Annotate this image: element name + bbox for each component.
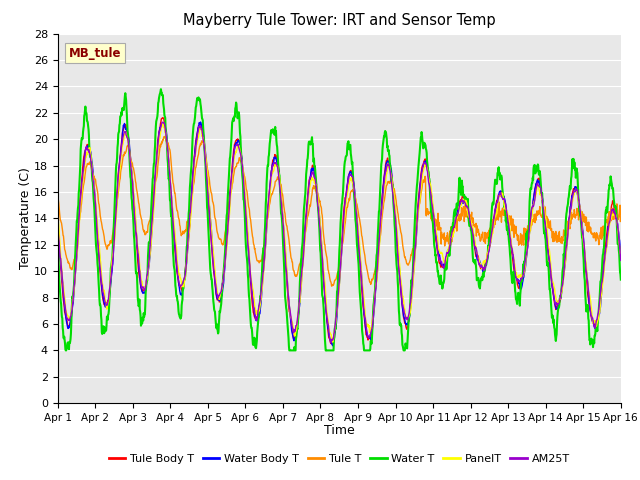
PanelT (166, 168, 173, 174)
Tule Body T (551, 301, 559, 307)
PanelT (179, 282, 187, 288)
Tule T (328, 283, 335, 289)
X-axis label: Time: Time (324, 424, 355, 437)
Tule Body T (428, 193, 435, 199)
Tule T (243, 187, 250, 192)
Tule Body T (501, 202, 509, 208)
Water T (501, 203, 509, 208)
AM25T (428, 197, 435, 203)
Water T (428, 209, 435, 215)
PanelT (501, 206, 509, 212)
Water T (157, 86, 164, 92)
Tule T (54, 193, 61, 199)
Water Body T (329, 343, 337, 348)
PanelT (243, 205, 250, 211)
Title: Mayberry Tule Tower: IRT and Sensor Temp: Mayberry Tule Tower: IRT and Sensor Temp (183, 13, 495, 28)
Line: Tule Body T: Tule Body T (58, 118, 621, 344)
Water Body T (243, 213, 250, 219)
Line: Water T: Water T (58, 89, 621, 350)
Water Body T (165, 165, 173, 170)
Tule Body T (243, 216, 250, 222)
PanelT (329, 339, 337, 345)
Tule Body T (159, 115, 167, 120)
Line: Tule T: Tule T (58, 136, 621, 286)
Legend: Tule Body T, Water Body T, Tule T, Water T, PanelT, AM25T: Tule Body T, Water Body T, Tule T, Water… (104, 449, 574, 468)
Water Body T (617, 251, 625, 257)
Tule Body T (179, 287, 187, 292)
AM25T (501, 199, 509, 205)
Water Body T (179, 286, 187, 292)
Water Body T (551, 298, 559, 304)
Water T (243, 253, 250, 259)
Tule Body T (328, 341, 335, 347)
Tule T (179, 230, 187, 236)
Water Body T (54, 219, 61, 225)
Line: PanelT: PanelT (58, 123, 621, 342)
AM25T (179, 278, 187, 284)
Water T (54, 239, 61, 244)
Water T (551, 326, 559, 332)
AM25T (158, 120, 166, 125)
Tule T (166, 146, 173, 152)
Water T (180, 280, 188, 286)
Tule T (428, 209, 435, 215)
Tule T (551, 238, 559, 244)
Water T (62, 348, 70, 353)
Tule Body T (54, 219, 61, 225)
AM25T (166, 169, 173, 175)
Water Body T (501, 197, 509, 203)
Water Body T (428, 192, 435, 197)
AM25T (243, 216, 250, 222)
PanelT (551, 287, 559, 292)
Tule Body T (166, 171, 173, 177)
Tule T (501, 210, 509, 216)
Tule T (617, 216, 625, 222)
Water Body T (196, 119, 204, 125)
Text: MB_tule: MB_tule (69, 47, 122, 60)
AM25T (54, 217, 61, 223)
PanelT (54, 206, 61, 212)
AM25T (327, 340, 335, 346)
Tule Body T (617, 253, 625, 259)
PanelT (428, 189, 435, 194)
Water T (166, 197, 174, 203)
Tule T (161, 133, 168, 139)
Line: Water Body T: Water Body T (58, 122, 621, 346)
Water T (617, 277, 625, 283)
AM25T (551, 299, 559, 304)
PanelT (617, 253, 625, 259)
Line: AM25T: AM25T (58, 122, 621, 343)
AM25T (617, 258, 625, 264)
Y-axis label: Temperature (C): Temperature (C) (19, 168, 32, 269)
PanelT (159, 120, 167, 126)
